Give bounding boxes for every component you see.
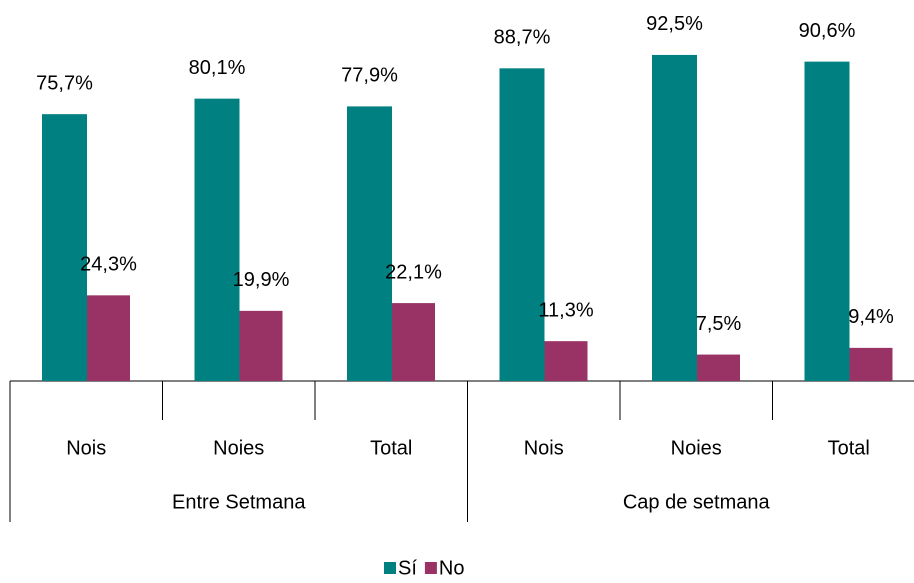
value-label: 11,3% bbox=[538, 299, 593, 321]
value-label: 9,4% bbox=[848, 306, 894, 328]
value-label: 92,5% bbox=[646, 13, 703, 35]
value-label: 77,9% bbox=[341, 65, 398, 87]
group-label: Cap de setmana bbox=[623, 491, 771, 513]
bar bbox=[347, 106, 392, 381]
bar bbox=[849, 347, 893, 381]
x-tick-label: Nois bbox=[66, 437, 106, 459]
bar bbox=[544, 341, 588, 381]
x-tick-label: Noies bbox=[213, 437, 264, 459]
x-tick-label: Total bbox=[370, 437, 412, 459]
value-label: 90,6% bbox=[799, 20, 856, 42]
legend-label: Sí bbox=[398, 557, 417, 579]
x-tick-label: Total bbox=[828, 437, 870, 459]
value-label: 75,7% bbox=[36, 72, 93, 94]
x-tick-label: Nois bbox=[524, 437, 564, 459]
bar bbox=[392, 303, 435, 381]
value-label: 19,9% bbox=[233, 269, 290, 291]
bar bbox=[697, 354, 740, 381]
value-label: 88,7% bbox=[494, 27, 551, 49]
value-label: 22,1% bbox=[385, 261, 442, 283]
bar bbox=[42, 114, 87, 381]
group-label: Entre Setmana bbox=[172, 491, 306, 513]
legend-swatch bbox=[424, 562, 437, 574]
value-label: 24,3% bbox=[80, 254, 137, 276]
value-label: 7,5% bbox=[696, 313, 742, 335]
bar bbox=[87, 295, 130, 381]
bar bbox=[652, 54, 697, 381]
legend-swatch bbox=[384, 562, 396, 574]
bar bbox=[239, 310, 283, 381]
x-tick-label: Noies bbox=[671, 437, 722, 459]
bar bbox=[499, 68, 545, 382]
bar bbox=[804, 61, 850, 381]
value-label: 80,1% bbox=[189, 57, 246, 79]
legend-label: No bbox=[439, 557, 465, 579]
bar bbox=[194, 98, 240, 382]
